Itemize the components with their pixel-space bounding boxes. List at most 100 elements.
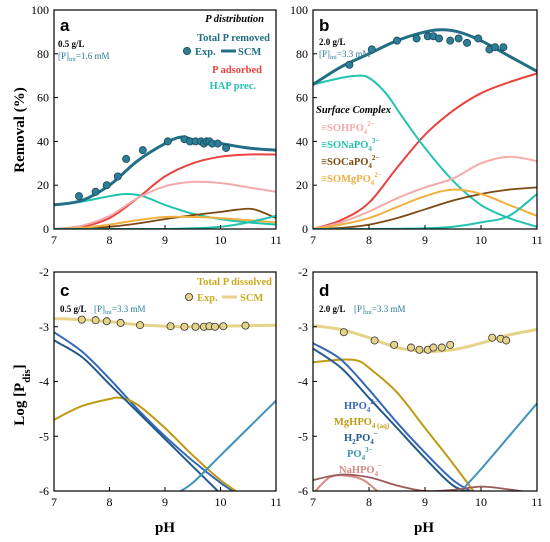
data-point <box>102 181 111 190</box>
x-tick-label: 9 <box>422 495 428 509</box>
concentration-label: [P]ini=1.6 mM <box>58 51 109 63</box>
legend-h2po4: H2PO4− <box>344 430 378 446</box>
data-point <box>102 317 111 326</box>
y-tick-label: -2 <box>298 265 308 279</box>
y-tick-label: 100 <box>31 3 49 17</box>
y-tick-label: -4 <box>298 375 308 389</box>
legend-hpo4: HPO42− <box>344 398 378 414</box>
data-point <box>91 316 100 325</box>
y-tick-label: 20 <box>37 178 49 192</box>
x-tick-label: 11 <box>270 495 282 509</box>
data-point <box>180 322 189 331</box>
data-point <box>390 340 399 349</box>
series-line-mghpo4 <box>54 396 238 491</box>
legend-total: Total P dissolved <box>197 277 272 288</box>
data-point <box>339 328 348 337</box>
x-tick-label: 9 <box>422 233 428 247</box>
data-point <box>490 43 499 52</box>
y-tick-label: -6 <box>298 484 308 498</box>
data-point <box>437 343 446 352</box>
series-line-ca <box>313 186 537 229</box>
y-tick-label: 60 <box>296 91 308 105</box>
data-point <box>488 333 497 342</box>
panel-c: 7 8 9 10 11 -6 -5 -4 -3 -2 c 0.5 g/L [P]ini=3.3 m… <box>39 265 282 509</box>
series-line-hap <box>313 74 537 228</box>
y-axis-title-top: Removal (%) <box>12 87 28 172</box>
y-tick-label: -5 <box>39 429 49 443</box>
legend-somgpo4: ≡SOMgPO42− <box>321 171 382 187</box>
data-point <box>367 45 376 54</box>
panel-d: 7 8 9 10 11 -6 -5 -4 -3 -2 d 2.0 g/L [P]ini=3.3 m… <box>298 265 543 509</box>
y-tick-label: 80 <box>296 47 308 61</box>
data-point <box>210 322 219 331</box>
series-line-total <box>54 135 276 207</box>
concentration-label: [P]ini=3.3 mM <box>319 49 370 61</box>
data-point <box>219 322 228 331</box>
y-tick-label: 100 <box>290 3 308 17</box>
x-tick-label: 10 <box>215 233 227 247</box>
data-point <box>429 343 438 352</box>
data-point <box>136 321 145 330</box>
panel-letter: d <box>319 281 329 300</box>
series-line-mg <box>54 215 276 229</box>
data-point <box>434 34 443 43</box>
x-tick-label: 10 <box>215 495 227 509</box>
data-point <box>446 340 455 349</box>
data-point <box>138 146 147 155</box>
legend-sohpo4: ≡SOHPO42− <box>321 120 375 136</box>
dose-label: 0.5 g/L <box>58 39 85 49</box>
x-tick-label: 9 <box>162 495 168 509</box>
concentration-label: [P]ini=3.3 mM <box>94 304 145 316</box>
y-tick-label: -3 <box>298 320 308 334</box>
data-point <box>122 154 131 163</box>
panel-letter: a <box>60 16 70 35</box>
data-point <box>412 34 421 43</box>
dose-label: 2.0 g/L <box>319 37 346 47</box>
data-point <box>406 343 415 352</box>
legend-hap: HAP prec. <box>210 81 257 92</box>
legend-socapo4: ≡SOCaPO42− <box>321 154 379 170</box>
legend-exp-marker <box>182 47 191 56</box>
legend-po4: PO43− <box>347 446 373 462</box>
y-tick-label: 40 <box>37 134 49 148</box>
series-line-total <box>54 317 276 329</box>
concentration-label: [P]ini=3.3 mM <box>354 304 405 316</box>
data-point <box>166 322 175 331</box>
y-tick-label: 20 <box>296 178 308 192</box>
data-point <box>392 36 401 45</box>
data-point <box>116 318 125 327</box>
x-tick-label: 9 <box>162 233 168 247</box>
legend-total: Total P removed <box>197 33 270 44</box>
series-line-mghpo4 <box>313 358 475 491</box>
x-tick-label: 7 <box>310 233 316 247</box>
x-tick-label: 11 <box>531 233 543 247</box>
data-point <box>113 172 122 181</box>
series-line-na <box>313 193 537 229</box>
data-point <box>191 322 200 331</box>
x-tick-label: 11 <box>270 233 282 247</box>
x-tick-label: 7 <box>51 495 57 509</box>
legend-exp: Exp. <box>197 293 218 304</box>
data-point <box>345 60 354 69</box>
series-line-nahpo4 <box>314 474 379 491</box>
series-line-hpo4 <box>54 331 235 491</box>
dose-label: 2.0 g/L <box>319 304 346 314</box>
series-line-na <box>54 214 276 229</box>
legend-scm: SCM <box>240 293 263 304</box>
data-point <box>241 321 250 330</box>
legend-mghpo4: MgHPO4 (aq) <box>334 417 390 430</box>
legend-exp: Exp. <box>195 47 216 58</box>
y-tick-label: -5 <box>298 429 308 443</box>
data-point <box>74 192 83 201</box>
series-line-hap <box>54 193 276 226</box>
x-tick-label: 10 <box>475 495 487 509</box>
data-point <box>91 187 100 196</box>
x-tick-label: 8 <box>107 495 113 509</box>
x-tick-label: 10 <box>475 233 487 247</box>
series-line-hpo4 <box>313 342 473 491</box>
legend-exp-marker <box>184 292 193 301</box>
legend-heading: Surface Complex <box>316 105 391 116</box>
y-tick-label: 0 <box>302 222 308 236</box>
panel-b: 7 8 9 10 11 0 20 40 60 80 100 b 2.0 g/L [P]ini=3.3… <box>290 3 543 247</box>
